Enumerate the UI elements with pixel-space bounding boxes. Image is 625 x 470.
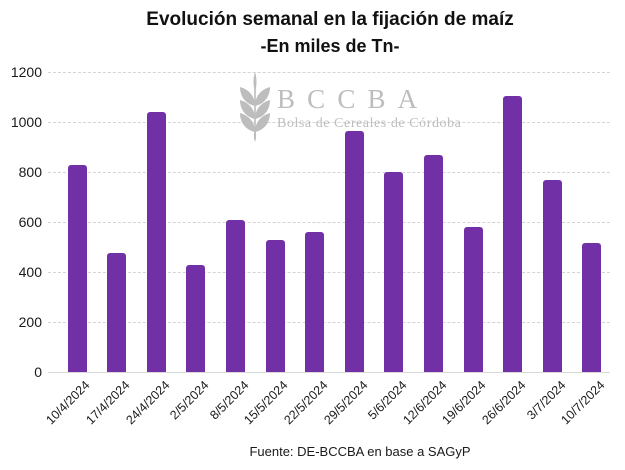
gridline: [48, 122, 610, 123]
chart-bar: [225, 219, 245, 372]
chart-subtitle: -En miles de Tn-: [260, 36, 400, 56]
y-axis-tick-label: 1200: [10, 64, 42, 80]
chart-bar: [542, 179, 562, 372]
chart-bar: [582, 243, 602, 372]
watermark-acronym: BCCBA: [277, 84, 430, 114]
chart-bar: [344, 130, 364, 372]
gridline: [48, 172, 610, 173]
chart-bar: [107, 253, 127, 372]
watermark-text: BCCBA Bolsa de Cereales de Córdoba: [277, 72, 461, 132]
chart-bar: [67, 164, 87, 372]
y-axis-tick-label: 200: [18, 314, 42, 330]
chart-bar: [186, 264, 206, 372]
chart-title: Evolución semanal en la fijación de maíz: [146, 9, 514, 30]
gridline: [48, 222, 610, 223]
chart-bar: [265, 239, 285, 372]
chart-bar: [423, 154, 443, 372]
chart-bar: [305, 232, 325, 372]
x-axis-line: [48, 372, 610, 373]
gridline: [48, 272, 610, 273]
chart-bar: [503, 95, 523, 372]
gridline: [48, 322, 610, 323]
wheat-icon: [240, 72, 270, 142]
watermark-name: Bolsa de Cereales de Córdoba: [277, 116, 462, 131]
x-axis-tick-label: 2/5/2024: [167, 378, 212, 423]
source-note: Fuente: DE-BCCBA en base a SAGyP: [249, 444, 471, 459]
y-axis-tick-label: 400: [18, 264, 42, 280]
gridline: [48, 72, 610, 73]
y-axis-tick-label: 0: [34, 364, 42, 380]
chart-bar: [463, 227, 483, 372]
y-axis-tick-label: 1000: [10, 114, 42, 130]
y-axis-tick-label: 600: [18, 214, 42, 230]
chart-bar: [146, 112, 166, 372]
y-axis-tick-label: 800: [18, 164, 42, 180]
chart-bar: [384, 172, 404, 372]
